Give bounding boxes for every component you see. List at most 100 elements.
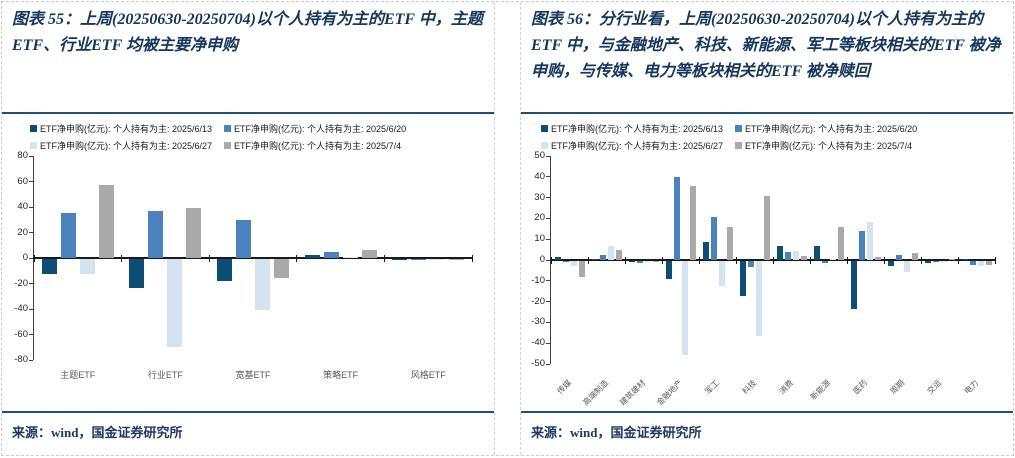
x-category-label: 风格ETF xyxy=(410,370,446,380)
legend-item: ETF净申购(亿元): 个人持有为主: 2025/6/20 xyxy=(735,122,917,135)
legend-row: ETF净申购(亿元): 个人持有为主: 2025/6/13 ETF净申购(亿元):… xyxy=(30,122,494,135)
bar-建筑建材-3 xyxy=(644,261,651,262)
y-axis-tick xyxy=(29,232,33,233)
bar-主题ETF-1 xyxy=(41,259,57,275)
y-axis-tick xyxy=(546,259,550,261)
figure-55-source-divider xyxy=(2,411,494,413)
legend-swatch xyxy=(30,125,37,132)
y-tick-label: 20 xyxy=(17,226,28,238)
bar-高端制造-4 xyxy=(615,249,622,260)
bar-交运-2 xyxy=(932,261,939,263)
bar-交运-3 xyxy=(940,261,947,262)
bar-高端制造-2 xyxy=(599,254,606,260)
y-axis-tick xyxy=(29,308,33,310)
bar-军工-3 xyxy=(718,261,725,286)
legend-swatch xyxy=(735,125,743,132)
y-tick-label: 80 xyxy=(17,150,28,161)
figure-55-title: 图表 55：上周(20250630-20250704)以个人持有为主的ETF 中… xyxy=(12,11,483,54)
plot-area: 80 60 40 20 0 -20 -40 -60 -80 主题ETF 行业ETF 宽基ETF 策略ET… xyxy=(14,150,473,384)
y-axis-tick xyxy=(546,363,550,365)
y-tick-label: -60 xyxy=(14,328,28,340)
bar-主题ETF-4 xyxy=(98,185,114,258)
y-tick-label: -30 xyxy=(531,316,545,328)
panel-divider xyxy=(494,2,521,455)
legend-label: ETF净申购(亿元): 个人持有为主: 2025/6/13 xyxy=(551,124,724,134)
y-axis-tick xyxy=(546,155,550,157)
figure-56-chart: ETF净申购(亿元): 个人持有为主: 2025/6/13 ETF净申购(亿元):… xyxy=(521,114,1013,411)
bar-周期-3 xyxy=(903,261,910,273)
x-axis-tick xyxy=(550,257,552,264)
bar-建筑建材-1 xyxy=(628,261,635,263)
y-tick-label: 0 xyxy=(539,254,545,265)
bar-传媒-4 xyxy=(578,261,585,277)
x-axis-tick xyxy=(661,257,663,264)
x-axis-tick xyxy=(920,257,922,264)
bar-策略ETF-3 xyxy=(342,257,358,258)
bar-策略ETF-2 xyxy=(323,252,339,258)
x-category-label: 宽基ETF xyxy=(235,370,271,380)
bar-金融地产-2 xyxy=(673,176,680,260)
bar-行业ETF-3 xyxy=(167,259,183,347)
legend-swatch xyxy=(224,142,232,149)
y-axis-tick xyxy=(29,206,33,208)
legend-swatch xyxy=(224,125,232,132)
bar-电力-2 xyxy=(969,261,976,266)
y-axis-tick xyxy=(546,238,550,240)
x-axis-tick xyxy=(994,257,996,264)
bar-消费-1 xyxy=(776,246,783,260)
x-axis-tick xyxy=(698,257,700,264)
y-axis-tick xyxy=(29,359,33,361)
legend-item: ETF净申购(亿元): 个人持有为主: 2025/7/4 xyxy=(224,139,401,152)
bar-科技-4 xyxy=(763,195,770,260)
bar-风格ETF-2 xyxy=(411,259,427,261)
y-tick-label: -50 xyxy=(531,358,545,369)
bar-行业ETF-2 xyxy=(148,210,164,258)
bar-策略ETF-1 xyxy=(304,255,320,258)
bar-建筑建材-4 xyxy=(652,261,659,263)
y-tick-label: 60 xyxy=(17,175,28,187)
bar-新能源-3 xyxy=(829,259,836,260)
bar-风格ETF-1 xyxy=(392,259,408,261)
bar-军工-1 xyxy=(702,242,709,260)
y-tick-label: 20 xyxy=(534,212,545,224)
legend-item: ETF净申购(亿元): 个人持有为主: 2025/6/13 xyxy=(541,122,723,135)
legend-row: ETF净申购(亿元): 个人持有为主: 2025/6/13 ETF净申购(亿元):… xyxy=(541,122,1013,135)
legend-item: ETF净申购(亿元): 个人持有为主: 2025/6/27 xyxy=(541,139,723,152)
bar-交运-4 xyxy=(948,258,955,260)
bar-风格ETF-4 xyxy=(449,259,465,260)
bar-消费-2 xyxy=(784,251,791,260)
bar-主题ETF-3 xyxy=(79,259,95,275)
y-axis-tick xyxy=(29,283,33,284)
y-tick-label: -40 xyxy=(531,337,545,349)
y-axis-tick xyxy=(546,280,550,282)
bar-电力-1 xyxy=(961,258,968,260)
bar-建筑建材-2 xyxy=(636,261,643,264)
x-axis-tick xyxy=(624,257,626,264)
figure-55-chart: ETF净申购(亿元): 个人持有为主: 2025/6/13 ETF净申购(亿元):… xyxy=(2,114,494,411)
legend-label: ETF净申购(亿元): 个人持有为主: 2025/7/4 xyxy=(745,141,913,151)
bar-周期-4 xyxy=(911,252,918,260)
bar-新能源-1 xyxy=(813,246,820,260)
x-axis-tick xyxy=(121,255,123,262)
x-axis-tick xyxy=(471,255,473,262)
legend-label: ETF净申购(亿元): 个人持有为主: 2025/6/20 xyxy=(234,124,407,134)
figure-56-panel: 图表 56：分行业看，上周(20250630-20250704)以个人持有为主的… xyxy=(521,2,1013,455)
bar-交运-1 xyxy=(924,261,931,264)
y-axis-tick xyxy=(546,217,550,219)
legend-label: ETF净申购(亿元): 个人持有为主: 2025/6/27 xyxy=(40,141,213,151)
bar-军工-4 xyxy=(726,226,733,260)
figure-56-source: 来源：wind，国金证券研究所 xyxy=(531,425,702,440)
y-tick-label: -10 xyxy=(531,274,545,286)
y-tick-label: -40 xyxy=(14,303,28,314)
x-category-label: 策略ETF xyxy=(323,370,359,380)
bar-消费-3 xyxy=(792,250,799,260)
bar-金融地产-3 xyxy=(681,261,688,355)
legend-row: ETF净申购(亿元): 个人持有为主: 2025/6/27 ETF净申购(亿元):… xyxy=(541,139,1013,152)
legend-label: ETF净申购(亿元): 个人持有为主: 2025/6/27 xyxy=(551,141,724,151)
y-tick-label: 10 xyxy=(534,233,545,245)
legend-label: ETF净申购(亿元): 个人持有为主: 2025/7/4 xyxy=(234,141,402,151)
y-axis-tick xyxy=(29,257,33,259)
legend-swatch xyxy=(30,142,37,149)
y-tick-label: 50 xyxy=(534,150,545,161)
